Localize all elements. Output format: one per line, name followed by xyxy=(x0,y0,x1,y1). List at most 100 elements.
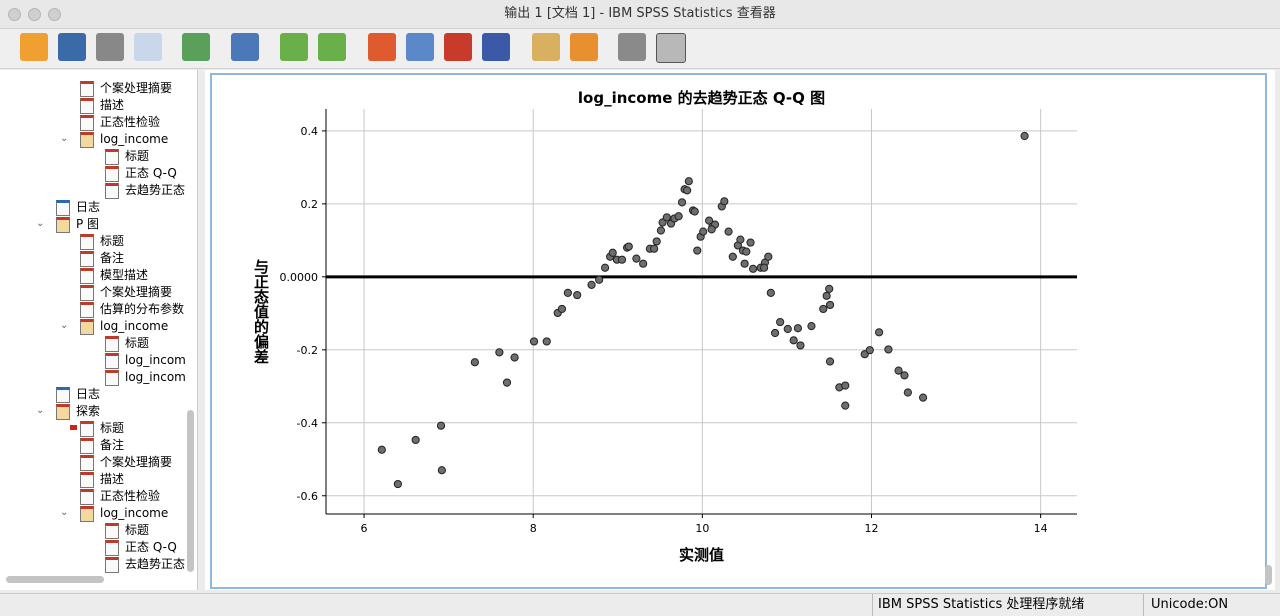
tree-icon xyxy=(105,183,119,199)
data-point xyxy=(819,304,828,314)
outline-tree: 个案处理摘要 描述 正态性检验 log_income ⌄ 标题 正态 Q-Q 去趋势正态 日志 P… xyxy=(0,70,198,590)
data-point xyxy=(720,197,729,206)
tree-item[interactable]: 标题 xyxy=(125,523,150,537)
undo-button[interactable] xyxy=(280,33,308,61)
y-tick-label: -0.2 xyxy=(297,344,318,357)
data-point xyxy=(764,252,773,261)
data-point xyxy=(789,336,798,345)
tree-icon xyxy=(56,200,70,216)
run-button[interactable] xyxy=(570,33,598,61)
data-point xyxy=(841,401,850,410)
tree-item[interactable]: 标题 xyxy=(125,336,150,350)
tree-icon xyxy=(80,98,94,114)
goto-data-button[interactable] xyxy=(231,33,259,61)
data-point xyxy=(624,242,633,251)
tree-item[interactable]: 标题 xyxy=(100,234,125,248)
save-button[interactable] xyxy=(58,33,86,61)
tree-item[interactable]: 描述 xyxy=(100,98,125,112)
script-button[interactable] xyxy=(532,33,560,61)
export-button[interactable] xyxy=(182,33,210,61)
data-point xyxy=(587,280,596,289)
content-scrollbar[interactable] xyxy=(1265,565,1272,585)
close-button[interactable] xyxy=(8,8,21,21)
tree-toggle[interactable]: ⌄ xyxy=(36,405,45,416)
data-point xyxy=(377,445,386,454)
preview-button[interactable] xyxy=(134,33,162,61)
add-button[interactable] xyxy=(656,33,686,63)
tree-item[interactable]: log_income xyxy=(100,132,169,146)
data-point xyxy=(502,378,512,387)
y-tick-label: 0.0000 xyxy=(280,271,319,284)
tree-item[interactable]: 正态性检验 xyxy=(100,489,161,503)
tree-hscrollbar[interactable] xyxy=(6,576,104,583)
data-point xyxy=(884,345,893,354)
minimize-button[interactable] xyxy=(28,8,41,21)
data-point xyxy=(650,244,659,253)
tree-item[interactable]: 正态性检验 xyxy=(100,115,161,129)
tree-item[interactable]: 日志 xyxy=(76,200,101,214)
tree-item[interactable]: 个案处理摘要 xyxy=(100,285,173,299)
tree-icon xyxy=(80,268,94,284)
status-message: IBM SPSS Statistics 处理程序就绪 xyxy=(872,594,1143,616)
tree-item[interactable]: 个案处理摘要 xyxy=(100,455,173,469)
data-point xyxy=(707,225,716,234)
tree-item[interactable]: log_income xyxy=(100,506,169,520)
zoom-button[interactable] xyxy=(48,8,61,21)
tree-item[interactable]: 标题 xyxy=(125,149,150,163)
tree-item[interactable]: P 图 xyxy=(76,217,100,231)
tree-item[interactable]: 备注 xyxy=(100,438,125,452)
tree-item[interactable]: 标题 xyxy=(100,421,125,435)
tree-icon xyxy=(80,285,94,301)
tree-icon xyxy=(80,472,94,488)
tree-icon xyxy=(105,540,119,556)
data-point xyxy=(894,366,903,375)
designate-button[interactable] xyxy=(618,33,646,61)
data-point xyxy=(793,324,803,333)
data-point xyxy=(1020,131,1029,141)
tree-item[interactable]: log_incom xyxy=(125,370,186,384)
tree-item[interactable]: 日志 xyxy=(76,387,101,401)
tree-scrollbar[interactable] xyxy=(187,410,194,572)
tree-item[interactable]: 个案处理摘要 xyxy=(100,81,173,95)
data-point xyxy=(632,254,641,263)
goto-case-button[interactable] xyxy=(368,33,396,61)
tree-item[interactable]: 模型描述 xyxy=(100,268,149,282)
data-point xyxy=(807,321,816,331)
tree-item[interactable]: 估算的分布参数 xyxy=(100,302,185,316)
tree-icon xyxy=(80,421,94,437)
x-tick-label: 6 xyxy=(361,522,368,535)
tree-item[interactable]: 去趋势正态 xyxy=(125,183,186,197)
data-point xyxy=(662,213,671,222)
insert-button[interactable] xyxy=(444,33,472,61)
data-point xyxy=(770,328,780,338)
redo-button[interactable] xyxy=(318,33,346,61)
tree-item[interactable]: 描述 xyxy=(100,472,125,486)
open-button[interactable] xyxy=(20,33,48,61)
tree-item[interactable]: 去趋势正态 xyxy=(125,557,186,571)
tree-item[interactable]: 备注 xyxy=(100,251,125,265)
data-point xyxy=(393,479,402,489)
tree-item[interactable]: log_incom xyxy=(125,353,186,367)
tree-item[interactable]: 探索 xyxy=(76,404,101,418)
data-point xyxy=(900,371,909,380)
data-point xyxy=(656,226,666,235)
y-axis-label: 与正态值的偏差 xyxy=(252,259,270,364)
chart-frame: log_income 的去趋势正态 Q-Q 图 6 8 10 12 14 0.4 0.2 0.0… xyxy=(210,73,1267,589)
data-point xyxy=(600,263,610,272)
data-point xyxy=(766,288,775,297)
tree-toggle[interactable]: ⌄ xyxy=(60,320,69,331)
tree-item[interactable]: 正态 Q-Q xyxy=(125,540,177,554)
tree-toggle[interactable]: ⌄ xyxy=(60,133,69,144)
tree-icon xyxy=(80,489,94,505)
variables-button[interactable] xyxy=(406,33,434,61)
status-bar: IBM SPSS Statistics 处理程序就绪 Unicode:ON xyxy=(0,593,1280,616)
split-button[interactable] xyxy=(482,33,510,61)
tree-item[interactable]: 正态 Q-Q xyxy=(125,166,177,180)
print-button[interactable] xyxy=(96,33,124,61)
tree-toggle[interactable]: ⌄ xyxy=(36,218,45,229)
tree-icon xyxy=(80,81,94,97)
tree-toggle[interactable]: ⌄ xyxy=(60,507,69,518)
tree-icon xyxy=(105,523,119,539)
data-point xyxy=(677,198,687,207)
tree-item[interactable]: log_income xyxy=(100,319,169,333)
